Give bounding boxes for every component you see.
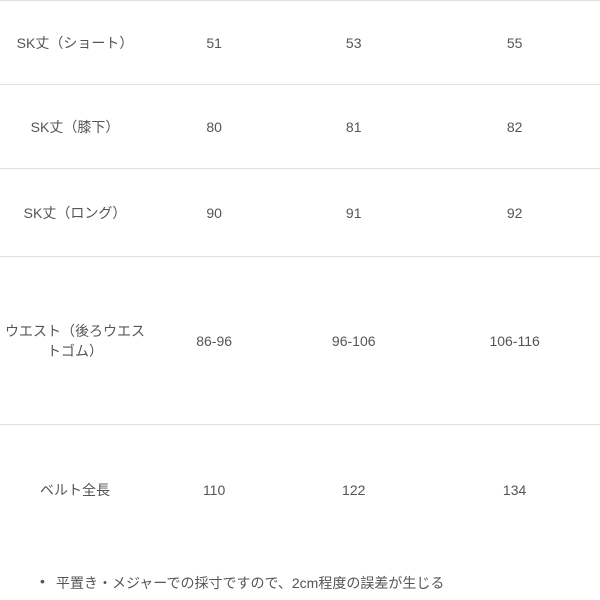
table-row: ウエスト（後ろウエストゴム） 86-96 96-106 106-116 bbox=[0, 257, 600, 425]
cell: 80 bbox=[150, 85, 278, 169]
row-header: SK丈（ロング） bbox=[0, 169, 150, 257]
table-row: SK丈（膝下） 80 81 82 bbox=[0, 85, 600, 169]
row-header: ベルト全長 bbox=[0, 425, 150, 555]
cell: 51 bbox=[150, 1, 278, 85]
row-header: SK丈（膝下） bbox=[0, 85, 150, 169]
cell: 53 bbox=[278, 1, 429, 85]
table-row: SK丈（ロング） 90 91 92 bbox=[0, 169, 600, 257]
cell: 110 bbox=[150, 425, 278, 555]
cell: 96-106 bbox=[278, 257, 429, 425]
cell: 92 bbox=[429, 169, 600, 257]
cell: 134 bbox=[429, 425, 600, 555]
cell: 86-96 bbox=[150, 257, 278, 425]
row-header: ウエスト（後ろウエストゴム） bbox=[0, 257, 150, 425]
table-body: SK丈（ショート） 51 53 55 SK丈（膝下） 80 81 82 SK丈（… bbox=[0, 1, 600, 555]
table-row: ベルト全長 110 122 134 bbox=[0, 425, 600, 555]
footnote: 平置き・メジャーでの採寸ですので、2cm程度の誤差が生じる bbox=[0, 555, 600, 593]
cell: 106-116 bbox=[429, 257, 600, 425]
size-table: SK丈（ショート） 51 53 55 SK丈（膝下） 80 81 82 SK丈（… bbox=[0, 0, 600, 555]
cell: 81 bbox=[278, 85, 429, 169]
cell: 55 bbox=[429, 1, 600, 85]
cell: 82 bbox=[429, 85, 600, 169]
cell: 122 bbox=[278, 425, 429, 555]
table-row: SK丈（ショート） 51 53 55 bbox=[0, 1, 600, 85]
cell: 91 bbox=[278, 169, 429, 257]
row-header: SK丈（ショート） bbox=[0, 1, 150, 85]
cell: 90 bbox=[150, 169, 278, 257]
